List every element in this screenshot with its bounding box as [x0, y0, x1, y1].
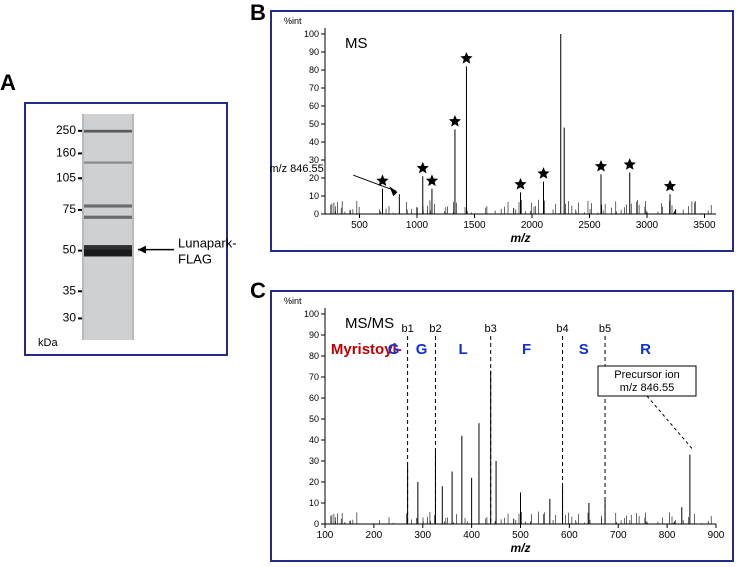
svg-text:b1: b1	[401, 323, 413, 335]
svg-text:%int: %int	[284, 296, 302, 306]
svg-text:Precursor ion: Precursor ion	[614, 369, 679, 381]
svg-text:m/z: m/z	[510, 541, 530, 555]
svg-text:600: 600	[561, 530, 578, 541]
svg-text:20: 20	[309, 477, 319, 487]
svg-text:G: G	[388, 341, 400, 358]
svg-text:800: 800	[659, 530, 676, 541]
panel-c-msms-spectrum: %int MS/MS 0 10 20 30 40 50 60 70 80 90 100 100 200 300…	[0, 0, 740, 567]
svg-text:60: 60	[309, 393, 319, 403]
svg-text:300: 300	[414, 530, 431, 541]
svg-text:L: L	[458, 341, 467, 358]
svg-text:b2: b2	[429, 323, 441, 335]
svg-text:70: 70	[309, 372, 319, 382]
svg-text:30: 30	[309, 456, 319, 466]
svg-text:100: 100	[317, 530, 334, 541]
svg-text:b4: b4	[556, 323, 568, 335]
svg-text:700: 700	[610, 530, 627, 541]
svg-text:80: 80	[309, 351, 319, 361]
svg-text:b3: b3	[485, 323, 497, 335]
svg-text:100: 100	[304, 309, 319, 319]
svg-text:S: S	[579, 341, 589, 358]
svg-text:200: 200	[366, 530, 383, 541]
svg-text:500: 500	[512, 530, 529, 541]
svg-text:40: 40	[309, 435, 319, 445]
svg-text:F: F	[522, 341, 531, 358]
svg-text:MS/MS: MS/MS	[345, 315, 394, 332]
svg-text:m/z 846.55: m/z 846.55	[620, 382, 674, 394]
svg-text:50: 50	[309, 414, 319, 424]
svg-text:R: R	[640, 341, 651, 358]
svg-text:10: 10	[309, 498, 319, 508]
svg-text:900: 900	[708, 530, 725, 541]
svg-text:b5: b5	[599, 323, 611, 335]
svg-text:90: 90	[309, 330, 319, 340]
svg-text:400: 400	[463, 530, 480, 541]
svg-text:G: G	[416, 341, 428, 358]
svg-text:0: 0	[314, 519, 319, 529]
